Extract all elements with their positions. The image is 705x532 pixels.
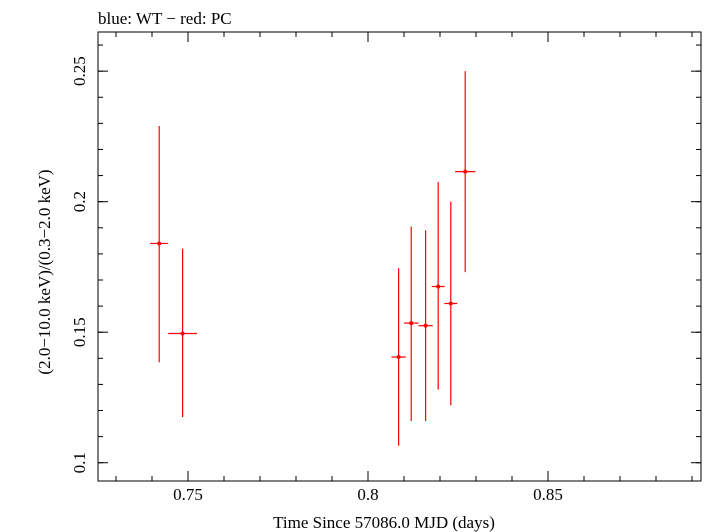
x-tick-label: 0.8: [357, 485, 378, 504]
point-marker: [409, 321, 414, 326]
data-point: [418, 230, 433, 421]
data-point: [431, 182, 445, 390]
data-points: [150, 71, 476, 446]
point-marker: [180, 331, 185, 336]
data-point: [391, 268, 406, 446]
x-tick-label: 0.85: [533, 485, 563, 504]
point-marker: [423, 323, 428, 328]
point-marker: [436, 284, 441, 289]
axis-ticks: [98, 32, 701, 481]
y-axis-label: (2.0−10.0 keV)/(0.3−2.0 keV): [35, 169, 54, 374]
y-tick-label: 0.25: [70, 56, 89, 86]
tick-labels: 0.75 0.8 0.85 0.1 0.15 0.2 0.25: [70, 56, 563, 504]
y-tick-label: 0.2: [70, 191, 89, 212]
point-marker: [448, 301, 453, 306]
data-point: [150, 125, 169, 363]
data-point: [168, 248, 197, 418]
data-point: [444, 201, 458, 406]
x-axis-label: Time Since 57086.0 MJD (days): [273, 513, 495, 532]
x-tick-label: 0.75: [173, 485, 203, 504]
data-point: [404, 226, 419, 421]
y-tick-label: 0.15: [70, 317, 89, 347]
point-marker: [157, 241, 162, 246]
data-point: [455, 71, 476, 273]
y-tick-label: 0.1: [70, 452, 89, 473]
plot-frame: [97, 31, 702, 482]
chart-title: blue: WT − red: PC: [98, 9, 232, 28]
point-marker: [463, 169, 468, 174]
point-marker: [396, 355, 401, 360]
